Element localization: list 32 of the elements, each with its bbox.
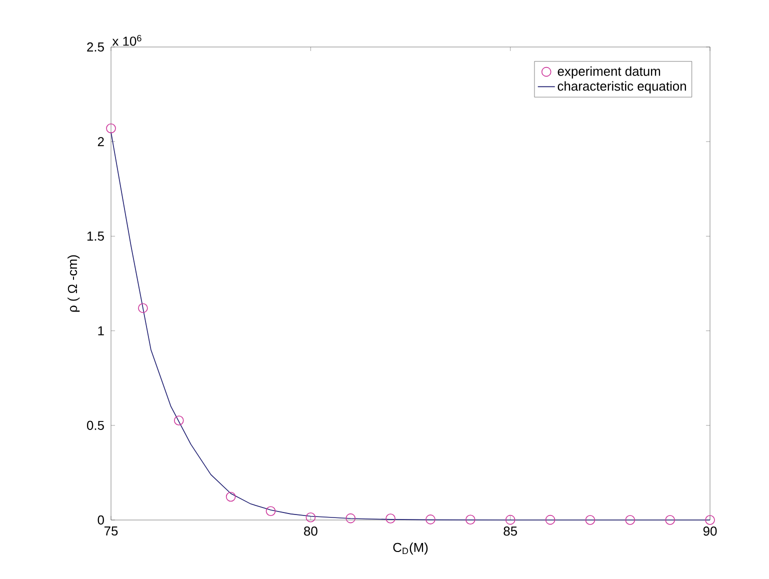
- x-tick-label: 90: [703, 526, 717, 536]
- text: x 10$^{6}$: [112, 35, 142, 46]
- x-tick-label: 80: [304, 526, 318, 536]
- y-tick-label: 1.5: [87, 232, 104, 241]
- point: [266, 506, 276, 516]
- y-tick-label: 2: [98, 137, 104, 146]
- point: [138, 303, 148, 313]
- y-axis-title: ρ ( Ω -cm): [68, 255, 80, 312]
- legend-label: experiment datum: [558, 66, 660, 78]
- legend-label: characteristic equation: [558, 81, 686, 94]
- x-axis-title: C$_{D}$(M): [393, 542, 428, 555]
- point: [665, 515, 675, 525]
- point: [306, 512, 316, 522]
- point: [386, 514, 396, 524]
- y-tick-label: 0: [98, 515, 104, 525]
- point: [505, 514, 516, 525]
- point: [346, 513, 356, 524]
- x-tick-label: 75: [104, 526, 118, 536]
- x-tick-label: 85: [504, 526, 517, 536]
- point: [106, 123, 116, 134]
- point: [705, 515, 715, 525]
- y-tick-label: 2.5: [87, 42, 104, 52]
- y-tick-label: 0.5: [86, 420, 104, 430]
- point: [226, 492, 236, 502]
- point: [426, 514, 436, 524]
- point: [625, 515, 636, 525]
- point: [466, 514, 476, 525]
- point: [585, 515, 596, 525]
- y-tick-label: 1: [98, 326, 104, 336]
- point: [174, 416, 184, 426]
- line-series: [110, 132, 710, 520]
- point: [545, 514, 556, 525]
